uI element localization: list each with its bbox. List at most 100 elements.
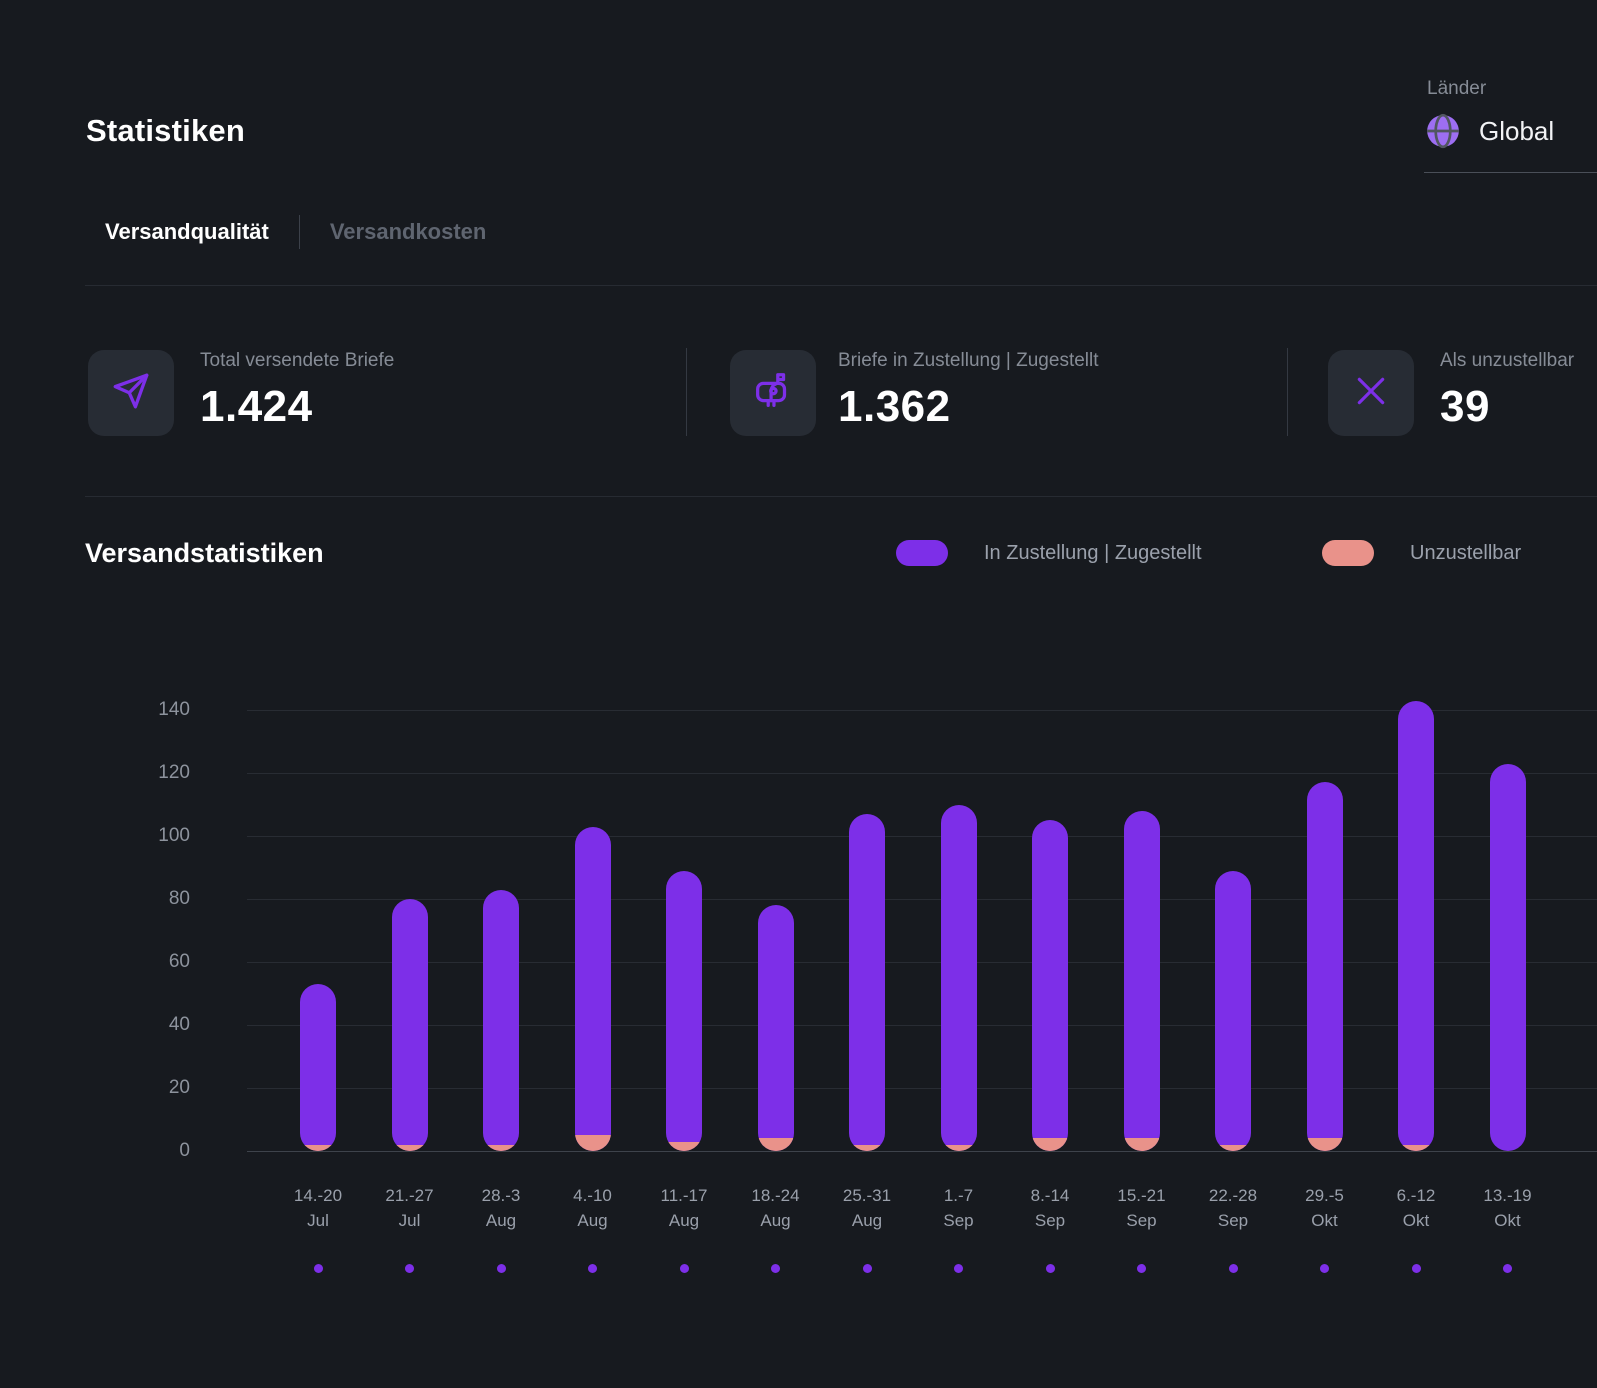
bar-6.-12-Okt bbox=[1398, 700, 1434, 1151]
x-axis-dot bbox=[1320, 1264, 1329, 1273]
x-axis-dot bbox=[1228, 1264, 1238, 1273]
kpi-label: Als unzustellbar bbox=[1440, 350, 1575, 371]
x-axis-tick: 4.-10 Aug bbox=[573, 1186, 612, 1230]
page-title: Statistiken bbox=[86, 112, 245, 148]
x-axis-tick: 25.-31 Aug bbox=[842, 1186, 892, 1230]
x-axis-tick: 29.-5 Okt bbox=[1305, 1186, 1344, 1230]
kpi-value: 1.424 bbox=[200, 382, 313, 431]
x-axis-dot bbox=[954, 1264, 963, 1273]
bar-18.-24-Aug bbox=[757, 905, 794, 1151]
y-axis-tick-40: 40 bbox=[168, 1014, 190, 1035]
x-axis-tick: 28.-3 Aug bbox=[481, 1186, 521, 1230]
y-axis-tick-60: 60 bbox=[168, 951, 190, 972]
kpi-briefe-zustellung: Briefe in Zustellung | Zugestellt 1.362 bbox=[838, 350, 1099, 432]
kpi-icon-box-zustellung bbox=[730, 350, 816, 436]
kpi-label: Briefe in Zustellung | Zugestellt bbox=[838, 350, 1099, 371]
x-axis-dot bbox=[679, 1264, 689, 1273]
tab-bar: Versandqualität Versandkosten bbox=[105, 214, 486, 250]
y-axis-tick-120: 120 bbox=[158, 762, 190, 783]
bar-25.-31-Aug bbox=[849, 813, 885, 1151]
bar-segment-unzustellbar bbox=[940, 1144, 977, 1151]
bar-segment-unzustellbar bbox=[1123, 1138, 1160, 1151]
bar-segment-unzustellbar bbox=[757, 1138, 794, 1151]
x-axis-dot bbox=[1503, 1264, 1512, 1273]
bar-1.-7-Sep bbox=[940, 804, 977, 1151]
legend-label: Unzustellbar bbox=[1410, 541, 1522, 564]
tab-separator bbox=[298, 215, 300, 249]
tab-versandqualitaet[interactable]: Versandqualität bbox=[105, 219, 269, 244]
x-axis-tick: 15.-21 Sep bbox=[1117, 1186, 1166, 1230]
mailbox-icon bbox=[750, 368, 796, 419]
bar-14.-20-Jul bbox=[300, 984, 336, 1151]
country-selector-value-row[interactable]: Global bbox=[1424, 112, 1597, 150]
bar-13.-19-Okt bbox=[1489, 763, 1526, 1151]
gridline-60 bbox=[247, 962, 1597, 963]
bar-4.-10-Aug bbox=[574, 826, 611, 1151]
legend-item-zugestellt[interactable]: In Zustellung | Zugestellt bbox=[896, 540, 1202, 566]
country-selector-underline bbox=[1424, 172, 1597, 173]
x-axis-dot bbox=[862, 1264, 872, 1273]
x-axis-tick: 21.-27 Jul bbox=[385, 1186, 434, 1230]
x-axis-tick: 14.-20 Jul bbox=[293, 1186, 343, 1230]
gridline-100 bbox=[247, 836, 1597, 837]
bar-22.-28-Sep bbox=[1215, 870, 1251, 1151]
gridline-80 bbox=[247, 899, 1597, 900]
x-axis-dot bbox=[588, 1264, 597, 1273]
y-axis-tick-100: 100 bbox=[158, 825, 190, 846]
bar-segment-unzustellbar bbox=[483, 1144, 519, 1151]
y-axis-tick-140: 140 bbox=[158, 699, 190, 720]
bar-segment-unzustellbar bbox=[1032, 1138, 1068, 1151]
x-axis-tick: 6.-12 Okt bbox=[1396, 1186, 1436, 1230]
x-axis-dot bbox=[1045, 1264, 1055, 1273]
section-divider bbox=[85, 496, 1597, 497]
legend-item-unzustellbar[interactable]: Unzustellbar bbox=[1322, 540, 1521, 566]
kpi-value: 1.362 bbox=[838, 382, 951, 431]
kpi-icon-box-unzustellbar bbox=[1328, 350, 1414, 436]
y-axis-tick-0: 0 bbox=[179, 1140, 190, 1161]
kpi-als-unzustellbar: Als unzustellbar 39 bbox=[1440, 350, 1574, 432]
x-axis-dot bbox=[496, 1264, 506, 1273]
tabs-divider bbox=[85, 285, 1597, 286]
gridline-120 bbox=[247, 773, 1597, 774]
legend-swatch-purple bbox=[896, 540, 948, 566]
country-selector[interactable]: Länder Global bbox=[1424, 78, 1597, 150]
send-icon bbox=[110, 370, 152, 417]
y-axis-tick-80: 80 bbox=[168, 888, 190, 909]
x-axis-dot bbox=[1137, 1264, 1146, 1273]
gridline-0 bbox=[247, 1151, 1597, 1152]
chart-section-title: Versandstatistiken bbox=[85, 538, 324, 568]
bar-chart: 0 20 40 60 80 100 120 140 14.-20 Jul 21.-27 Jul 28.-… bbox=[0, 660, 1597, 1388]
legend-label: In Zustellung | Zugestellt bbox=[984, 541, 1202, 564]
x-icon bbox=[1351, 371, 1391, 416]
legend-swatch-salmon bbox=[1322, 540, 1374, 566]
kpi-icon-box-total bbox=[88, 350, 174, 436]
tab-versandkosten[interactable]: Versandkosten bbox=[329, 219, 487, 244]
bar-segment-unzustellbar bbox=[391, 1144, 428, 1151]
bar-segment-unzustellbar bbox=[1215, 1144, 1251, 1151]
x-axis-tick: 22.-28 Sep bbox=[1208, 1186, 1258, 1230]
kpi-divider-1 bbox=[686, 348, 687, 436]
kpi-value: 39 bbox=[1440, 382, 1490, 431]
bar-11.-17-Aug bbox=[666, 870, 702, 1151]
x-axis-tick: 13.-19 Okt bbox=[1483, 1186, 1532, 1230]
bar-segment-unzustellbar bbox=[849, 1144, 885, 1151]
x-axis-tick: 1.-7 Sep bbox=[943, 1186, 974, 1230]
bar-15.-21-Sep bbox=[1123, 810, 1160, 1151]
bar-segment-unzustellbar bbox=[1398, 1144, 1434, 1151]
bar-29.-5-Okt bbox=[1306, 782, 1343, 1151]
x-axis-dot bbox=[313, 1264, 323, 1273]
bar-28.-3-Aug bbox=[483, 889, 519, 1151]
x-axis-tick: 8.-14 Sep bbox=[1030, 1186, 1070, 1230]
x-axis-tick: 18.-24 Aug bbox=[751, 1186, 800, 1230]
gridline-40 bbox=[247, 1025, 1597, 1026]
bar-segment-unzustellbar bbox=[574, 1135, 611, 1151]
bar-21.-27-Jul bbox=[391, 899, 428, 1151]
gridline-20 bbox=[247, 1088, 1597, 1089]
x-axis-dot bbox=[771, 1264, 780, 1273]
x-axis-dot bbox=[405, 1264, 414, 1273]
gridline-140 bbox=[247, 710, 1597, 711]
bar-8.-14-Sep bbox=[1032, 820, 1068, 1151]
kpi-divider-2 bbox=[1287, 348, 1288, 436]
x-axis-tick: 11.-17 Aug bbox=[660, 1186, 708, 1230]
kpi-total-versendete: Total versendete Briefe 1.424 bbox=[200, 350, 394, 432]
